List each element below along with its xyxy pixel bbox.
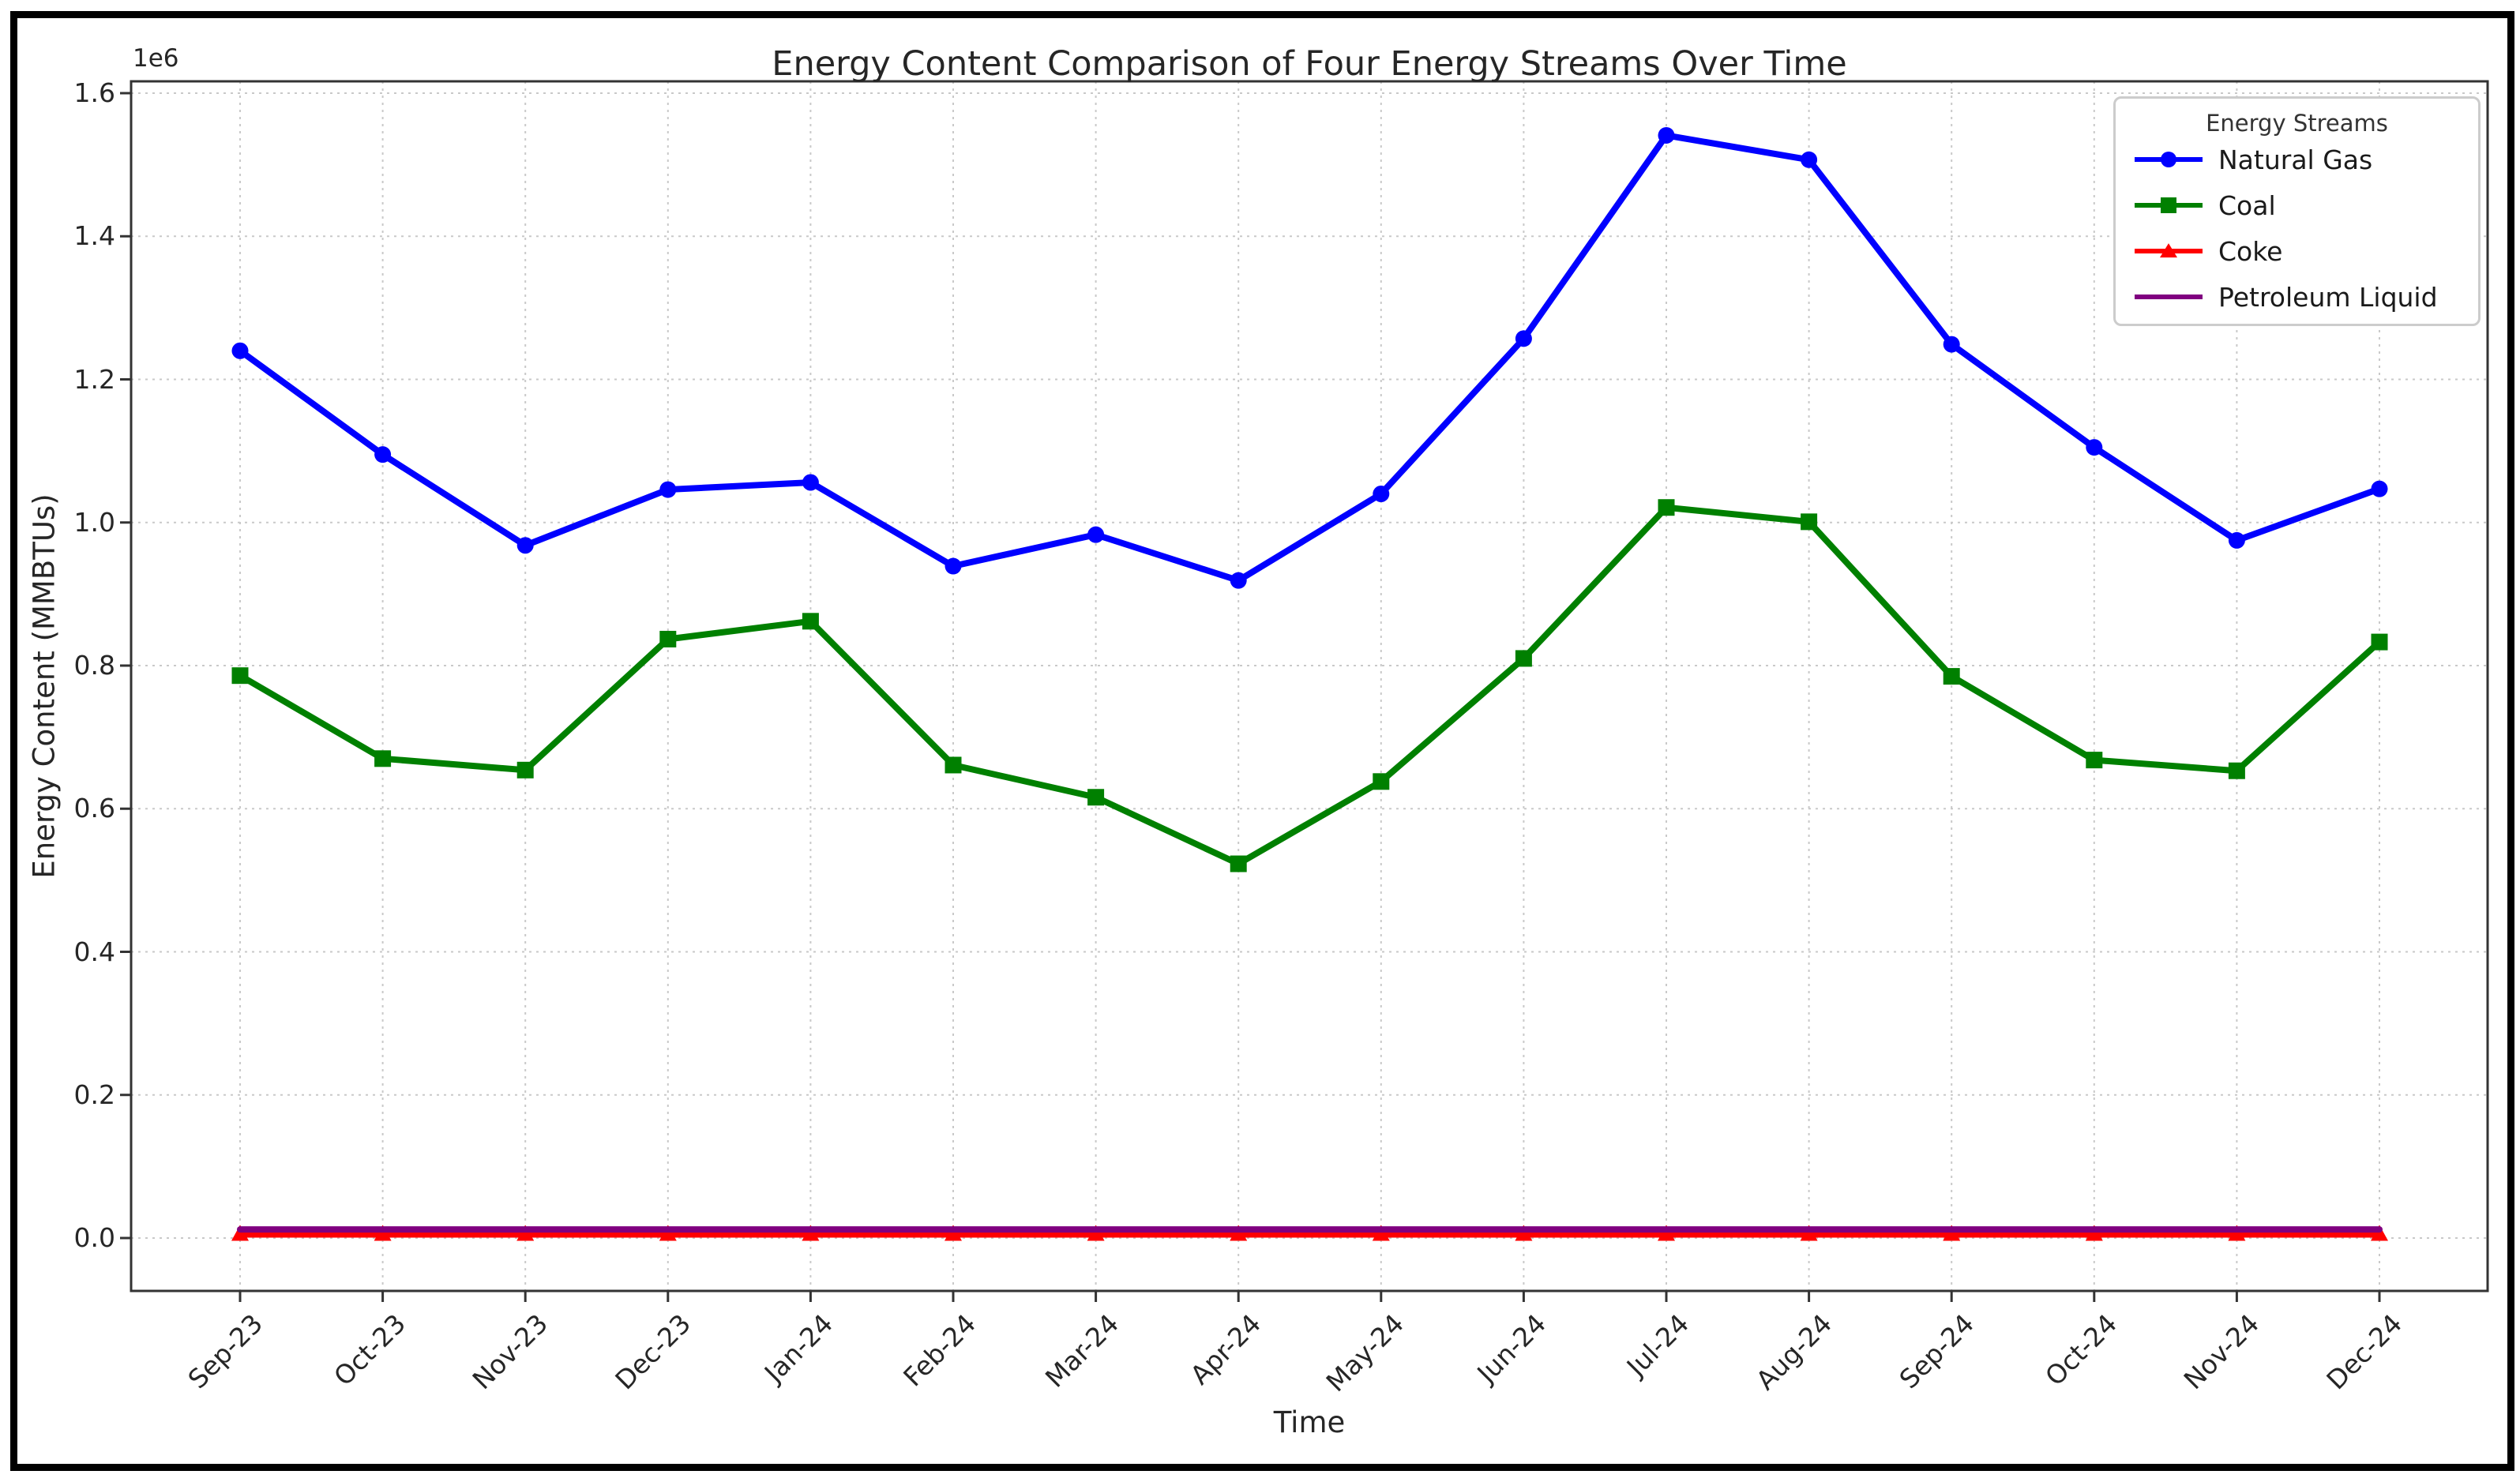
y-tick-label: 1.4 [73, 220, 115, 252]
marker-coal [2228, 762, 2245, 779]
marker-coal [1658, 499, 1675, 516]
legend-line-petroleum-liquid [2135, 295, 2203, 299]
y-tick-label: 0.0 [73, 1222, 115, 1253]
y-tick-label: 0.4 [73, 936, 115, 967]
marker-coal [1943, 668, 1960, 685]
marker-coke [2371, 1225, 2388, 1241]
y-tick-label: 1.0 [73, 506, 115, 538]
marker-coal [2086, 752, 2103, 769]
marker-coal [516, 761, 534, 779]
legend-swatch-petroleum-liquid-icon [2135, 287, 2203, 307]
axes-spines [130, 80, 2489, 1293]
y-tick-label: 0.8 [73, 650, 115, 681]
y-axis-offset-label: 1e6 [133, 44, 179, 73]
y-tick-label: 1.2 [73, 363, 115, 395]
legend-item-coal: Coal [2116, 182, 2478, 228]
y-tick-label: 1.6 [73, 77, 115, 108]
marker-coal [2371, 633, 2388, 651]
y-tick-label: 0.6 [73, 793, 115, 824]
marker-coke [1658, 1225, 1675, 1241]
marker-natural-gas [516, 537, 534, 554]
legend-title: Energy Streams [2206, 110, 2388, 137]
legend-item-petroleum-liquid: Petroleum Liquid [2116, 274, 2478, 320]
marker-natural-gas [2086, 439, 2103, 456]
marker-coke [2228, 1225, 2246, 1241]
legend-label: Coke [2218, 235, 2283, 267]
marker-coke [802, 1225, 820, 1241]
legend-swatch-coke-icon [2135, 241, 2203, 261]
marker-natural-gas [2228, 531, 2245, 549]
marker-natural-gas [802, 474, 819, 491]
triangle-marker-icon [2160, 243, 2177, 258]
legend-label: Coal [2218, 189, 2276, 221]
marker-natural-gas [1801, 151, 1818, 168]
legend-item-coke: Coke [2116, 228, 2478, 274]
marker-natural-gas [1373, 486, 1390, 502]
marker-coke [231, 1225, 249, 1241]
marker-natural-gas [945, 557, 962, 575]
marker-coke [374, 1225, 392, 1241]
marker-natural-gas [1087, 526, 1105, 543]
marker-coal [1230, 855, 1247, 872]
legend-swatch-natural-gas-icon [2135, 149, 2203, 170]
marker-natural-gas [1943, 336, 1960, 353]
y-tick-label: 0.2 [73, 1079, 115, 1110]
legend-item-natural-gas: Natural Gas [2116, 137, 2478, 182]
marker-coal [374, 750, 392, 767]
legend-label: Natural Gas [2218, 144, 2373, 175]
x-axis-label: Time [1273, 1405, 1346, 1439]
marker-natural-gas [659, 481, 677, 498]
legend-label: Petroleum Liquid [2218, 281, 2438, 313]
marker-coal [945, 756, 962, 774]
marker-coke [1087, 1225, 1105, 1241]
marker-coke [1943, 1225, 1961, 1241]
legend-swatch-coal-icon [2135, 195, 2203, 216]
marker-natural-gas [231, 342, 249, 359]
marker-coke [2085, 1225, 2103, 1241]
marker-coke [659, 1225, 677, 1241]
series-line-coal [237, 504, 2383, 868]
chart-title: Energy Content Comparison of Four Energy… [772, 44, 1847, 84]
marker-natural-gas [1515, 330, 1532, 347]
marker-natural-gas [1230, 572, 1247, 589]
marker-coal [1087, 789, 1105, 806]
marker-coke [516, 1225, 535, 1241]
marker-coke [1800, 1225, 1818, 1241]
marker-coal [659, 630, 677, 647]
marker-natural-gas [374, 446, 392, 463]
legend-rows: Natural Gas Coal Coke Petroleum Liquid [2116, 137, 2478, 320]
marker-coal [231, 667, 249, 685]
circle-marker-icon [2161, 152, 2176, 167]
marker-coke [1515, 1225, 1533, 1241]
marker-coal [1515, 650, 1532, 667]
marker-coke [1372, 1225, 1390, 1241]
marker-natural-gas [1658, 126, 1675, 144]
marker-coal [802, 613, 819, 630]
marker-coal [1801, 513, 1818, 531]
series-line-natural-gas [237, 132, 2383, 584]
marker-coke [945, 1225, 962, 1241]
marker-natural-gas [2371, 480, 2388, 497]
marker-coal [1373, 773, 1390, 790]
marker-coke [1230, 1225, 1248, 1241]
legend: Energy Streams Natural Gas Coal Coke Petrol… [2113, 96, 2481, 326]
square-marker-icon [2161, 197, 2176, 213]
